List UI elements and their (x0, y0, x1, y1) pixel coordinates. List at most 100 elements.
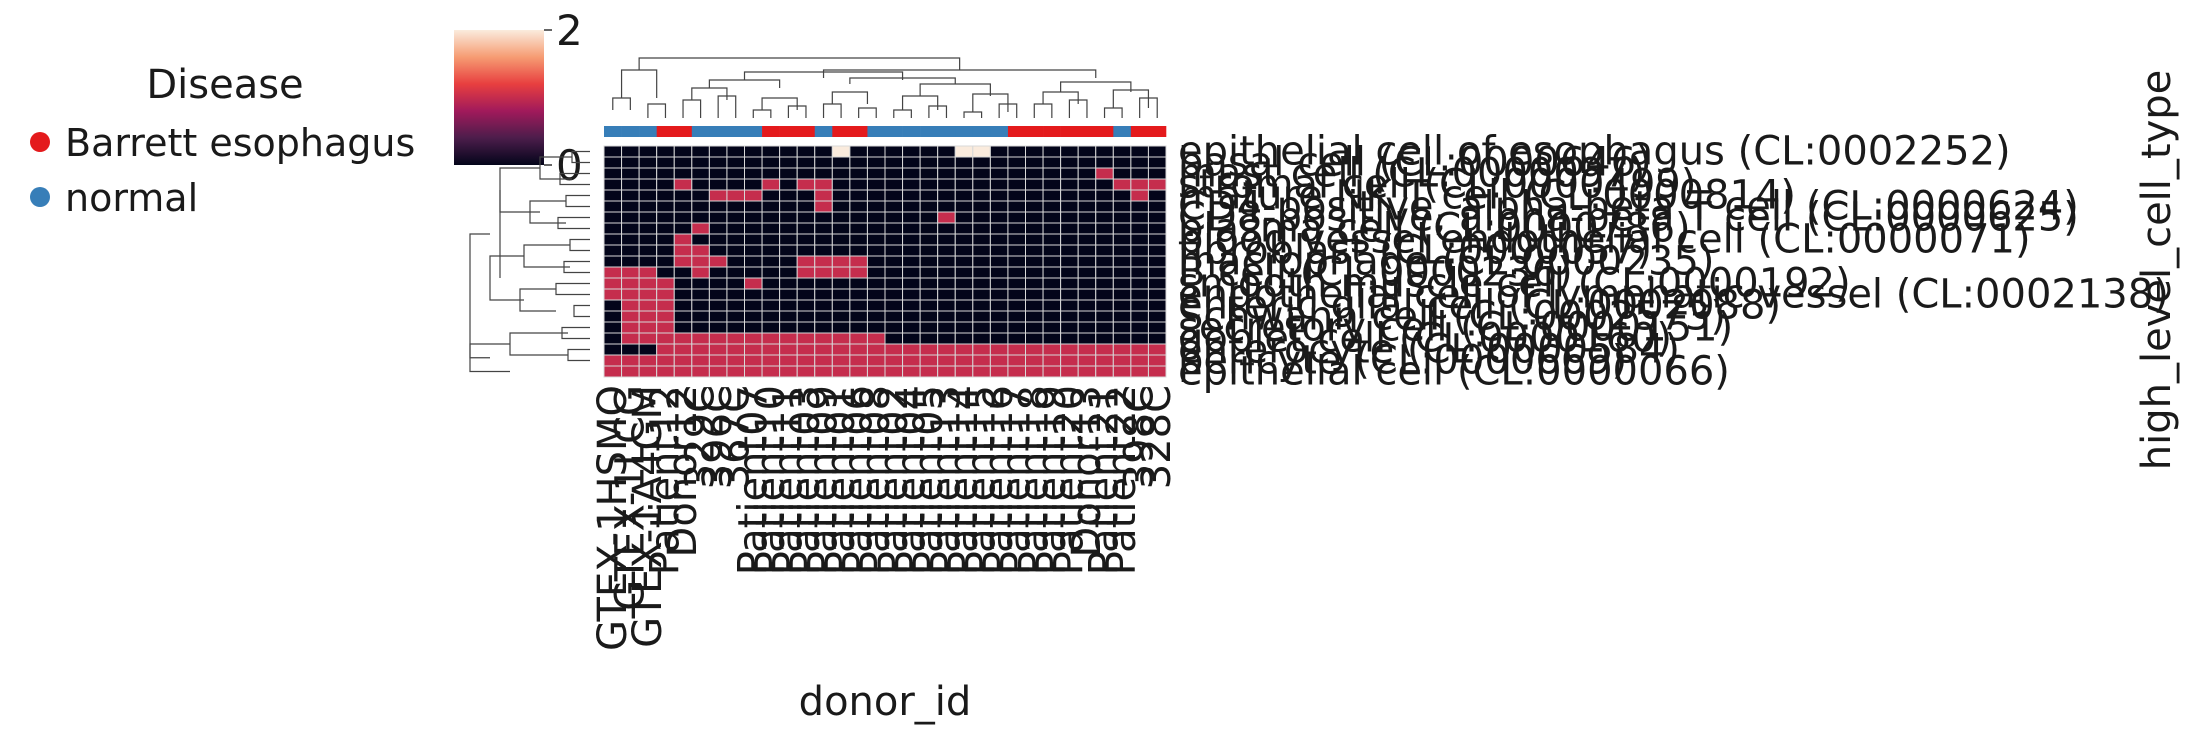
heatmap-cell (1112, 365, 1132, 378)
heatmap-cell (989, 343, 1009, 356)
column-dendrogram-link (1103, 107, 1123, 118)
colorbar-tick-label: 2 (556, 6, 583, 55)
heatmap-cell (1147, 255, 1167, 268)
heatmap-cell (919, 178, 939, 191)
legend-label: Barrett esophagus (65, 121, 415, 165)
column-color-cell (937, 126, 956, 137)
heatmap-cell (1060, 277, 1079, 290)
heatmap-cell (1007, 233, 1026, 246)
heatmap-cell (989, 266, 1009, 279)
heatmap-cell (954, 354, 974, 367)
heatmap-cell (603, 365, 623, 378)
heatmap-cell (1042, 167, 1062, 180)
heatmap-cell (1095, 211, 1114, 224)
column-dendrogram-link (1033, 103, 1053, 118)
heatmap-cell (603, 211, 623, 224)
heatmap-cell (1060, 343, 1079, 356)
heatmap-cell (1025, 156, 1044, 169)
heatmap-cell (673, 145, 693, 158)
column-color-cell (1095, 126, 1114, 137)
heatmap-cell (937, 288, 956, 301)
heatmap-cell (744, 222, 763, 235)
heatmap-cell (1130, 244, 1149, 257)
heatmap-cell (638, 310, 658, 323)
column-dendrogram-link (893, 109, 912, 118)
heatmap-cell (1130, 277, 1149, 290)
heatmap-cell (638, 299, 658, 312)
heatmap-cell (673, 211, 693, 224)
heatmap-cell (902, 189, 921, 202)
heatmap-cell (954, 288, 974, 301)
heatmap-cell (673, 310, 693, 323)
heatmap-cell (954, 167, 974, 180)
heatmap-cell (744, 354, 763, 367)
heatmap-cell (796, 255, 816, 268)
column-color-cell (762, 126, 780, 137)
heatmap-cell (954, 233, 974, 246)
heatmap-cell (1112, 200, 1132, 213)
heatmap-cell (744, 233, 763, 246)
heatmap-cell (708, 200, 728, 213)
heatmap-cell (814, 222, 833, 235)
heatmap-cell (1147, 288, 1167, 301)
heatmap-cell (937, 266, 956, 279)
heatmap-cell (989, 332, 1009, 345)
heatmap-cell (884, 244, 904, 257)
heatmap-cell (831, 277, 851, 290)
heatmap-cell (744, 332, 763, 345)
heatmap-cell (1147, 145, 1167, 158)
heatmap-cell (1130, 189, 1149, 202)
heatmap-cell (1042, 156, 1062, 169)
column-color-cell (1113, 126, 1132, 137)
heatmap-cell (1077, 156, 1097, 169)
heatmap-cell (902, 310, 921, 323)
row-dendrogram-link (489, 255, 524, 301)
heatmap-cell (831, 211, 851, 224)
heatmap-cell (954, 332, 974, 345)
heatmap-cell (902, 178, 921, 191)
heatmap-cell (831, 255, 851, 268)
heatmap-cell (779, 277, 798, 290)
heatmap-cell (866, 178, 886, 191)
column-tick-label: Patient05 (906, 385, 952, 575)
heatmap-cell (1007, 310, 1026, 323)
heatmap-cell (691, 222, 710, 235)
heatmap-cell (954, 222, 974, 235)
heatmap-cell (831, 354, 851, 367)
heatmap-cell (691, 178, 710, 191)
colorbar-ticks: 02 (544, 6, 583, 190)
heatmap-cell (972, 365, 991, 378)
heatmap-cell (866, 167, 886, 180)
heatmap-cell (691, 233, 710, 246)
heatmap-cell (972, 266, 991, 279)
heatmap-cell (1112, 167, 1132, 180)
heatmap-cell (902, 200, 921, 213)
row-dendrogram-link (499, 167, 540, 213)
heatmap-cell (989, 167, 1009, 180)
column-color-cell (621, 126, 640, 137)
heatmap-cell (673, 178, 693, 191)
heatmap-cell (1077, 244, 1097, 257)
heatmap-cell (726, 343, 745, 356)
heatmap-cell (1077, 189, 1097, 202)
heatmap-cell (761, 178, 781, 191)
column-dendrogram-link (901, 95, 939, 110)
heatmap-cell (954, 365, 974, 378)
heatmap-cell (744, 299, 763, 312)
heatmap-cell (1025, 211, 1044, 224)
heatmap-cell (919, 211, 939, 224)
column-color-cell (797, 126, 816, 137)
heatmap-cell (849, 200, 868, 213)
heatmap-cell (884, 343, 904, 356)
heatmap-cells (603, 145, 1167, 378)
heatmap-cell (1007, 321, 1026, 334)
column-color-cell (674, 126, 693, 137)
heatmap-cell (1042, 299, 1062, 312)
heatmap-cell (1112, 255, 1132, 268)
heatmap-cell (603, 354, 623, 367)
heatmap-cell (603, 233, 623, 246)
heatmap-cell (744, 266, 763, 279)
legend: Disease Barrett esophagus normal (30, 62, 415, 220)
column-tick-label: Patient13 (923, 385, 969, 575)
heatmap-cell (972, 310, 991, 323)
